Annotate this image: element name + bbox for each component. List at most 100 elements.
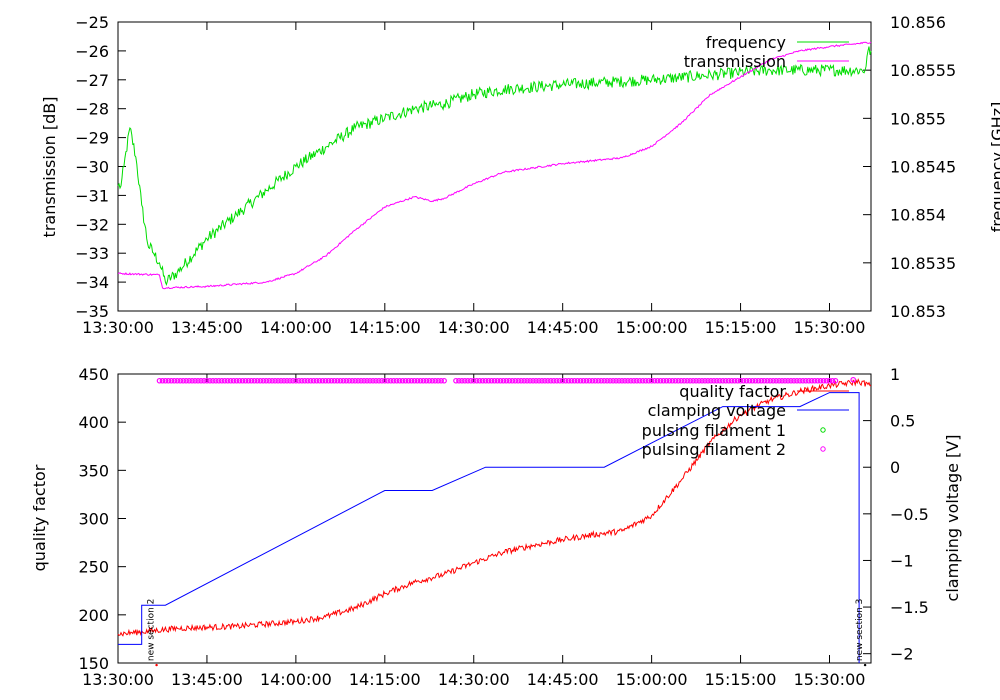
point-pulsing-filament-2 <box>592 377 599 384</box>
y2-tick-label: 10.853 <box>890 302 946 321</box>
annotation-label: new section 2 <box>147 599 157 661</box>
point-pulsing-filament-2 <box>737 377 744 384</box>
point-pulsing-filament-2 <box>711 377 717 384</box>
point-pulsing-filament-2 <box>402 377 409 384</box>
point-pulsing-filament-2 <box>610 377 616 384</box>
point-pulsing-filament-2 <box>675 377 682 384</box>
top-x-ticks: 13:30:00 13:45:00 14:00:00 14:15:00 14:30:00… <box>82 22 865 337</box>
annotation-marker <box>155 663 158 667</box>
y2-tick-label: 0 <box>890 458 900 477</box>
series-line-frequency <box>117 46 872 286</box>
y-tick-label: −28 <box>75 100 109 119</box>
point-pulsing-filament-2 <box>518 377 524 384</box>
series-line-clamping-voltage <box>118 392 860 663</box>
point-pulsing-filament-2 <box>539 377 545 384</box>
x-tick-label: 14:45:00 <box>527 670 599 689</box>
bottom-series <box>117 376 871 663</box>
point-pulsing-filament-2 <box>435 377 441 384</box>
point-pulsing-filament-2 <box>352 377 358 384</box>
point-pulsing-filament-2 <box>387 377 394 384</box>
y-tick-label: −29 <box>75 129 109 148</box>
point-pulsing-filament-2 <box>358 377 364 384</box>
point-pulsing-filament-2 <box>595 377 602 384</box>
bottom-y-ticks: 450 400 350 300 250 200 150 <box>78 365 126 673</box>
point-pulsing-filament-2 <box>823 377 830 384</box>
x-tick-label: 15:00:00 <box>616 318 688 337</box>
point-pulsing-filament-2 <box>509 377 516 384</box>
point-pulsing-filament-2 <box>687 377 693 384</box>
x-tick-label: 13:30:00 <box>82 670 154 689</box>
y2-tick-label: 10.8545 <box>890 158 956 177</box>
y-tick-label: −32 <box>75 215 109 234</box>
point-pulsing-filament-2 <box>491 377 498 384</box>
point-pulsing-filament-2 <box>660 377 667 384</box>
point-pulsing-filament-2 <box>752 377 759 384</box>
y-tick-label: 450 <box>78 365 109 384</box>
legend-label-pulsing-filament-1: pulsing filament 1 <box>642 421 786 440</box>
point-pulsing-filament-2 <box>423 377 430 384</box>
point-pulsing-filament-2 <box>459 377 465 384</box>
point-pulsing-filament-2 <box>681 377 688 384</box>
point-pulsing-filament-2 <box>604 377 610 384</box>
point-pulsing-filament-2 <box>500 377 507 384</box>
point-pulsing-filament-2 <box>719 377 726 384</box>
x-tick-label: 15:30:00 <box>794 318 866 337</box>
point-pulsing-filament-2 <box>251 377 258 384</box>
point-pulsing-filament-2 <box>488 377 495 384</box>
point-pulsing-filament-2 <box>156 377 163 384</box>
x-tick-label: 13:45:00 <box>171 670 243 689</box>
point-pulsing-filament-2 <box>645 377 652 384</box>
point-pulsing-filament-2 <box>708 377 714 384</box>
point-pulsing-filament-2 <box>559 377 566 384</box>
point-pulsing-filament-2 <box>684 377 690 384</box>
point-pulsing-filament-2 <box>776 377 782 384</box>
point-pulsing-filament-2 <box>785 377 791 384</box>
point-pulsing-filament-2 <box>367 377 373 384</box>
point-pulsing-filament-2 <box>186 377 192 384</box>
point-pulsing-filament-2 <box>482 377 489 384</box>
point-pulsing-filament-2 <box>462 377 468 384</box>
top-legend: frequency transmission <box>684 33 849 71</box>
bottom-y2-ticks: 1 0.5 0 −0.5 −1 −1.5 −2 <box>863 365 929 664</box>
x-tick-label: 14:00:00 <box>260 318 332 337</box>
point-pulsing-filament-2 <box>233 377 240 384</box>
point-pulsing-filament-2 <box>364 377 370 384</box>
point-pulsing-filament-2 <box>521 377 527 384</box>
point-pulsing-filament-2 <box>550 377 557 384</box>
bottom-x-ticks: 13:30:00 13:45:00 14:00:00 14:15:00 14:30:00… <box>82 374 865 689</box>
point-pulsing-filament-2 <box>456 377 462 384</box>
bottom-annotations: new section 2 new section 3 <box>147 599 867 667</box>
point-pulsing-filament-2 <box>725 377 732 384</box>
point-pulsing-filament-2 <box>616 377 622 384</box>
point-pulsing-filament-2 <box>396 377 403 384</box>
x-tick-label: 15:00:00 <box>616 670 688 689</box>
point-pulsing-filament-2 <box>346 377 353 384</box>
top-series <box>117 41 872 290</box>
point-pulsing-filament-2 <box>717 377 723 384</box>
point-pulsing-filament-2 <box>690 377 696 384</box>
point-pulsing-filament-2 <box>355 377 361 384</box>
point-pulsing-filament-2 <box>758 377 765 384</box>
x-tick-label: 13:30:00 <box>82 318 154 337</box>
y-tick-label: −35 <box>75 302 109 321</box>
point-pulsing-filament-2 <box>168 377 175 384</box>
x-tick-label: 14:15:00 <box>349 670 421 689</box>
point-pulsing-filament-2 <box>565 377 572 384</box>
y2-tick-label: 0.5 <box>890 412 915 431</box>
point-pulsing-filament-2 <box>556 377 563 384</box>
point-pulsing-filament-2 <box>586 377 593 384</box>
legend-marker-pulsing-filament-2 <box>820 446 826 452</box>
point-pulsing-filament-2 <box>213 377 219 384</box>
point-pulsing-filament-2 <box>636 377 643 384</box>
point-pulsing-filament-2 <box>254 377 261 384</box>
y-tick-label: −26 <box>75 42 109 61</box>
point-pulsing-filament-2 <box>749 377 756 384</box>
x-tick-label: 14:30:00 <box>438 670 510 689</box>
point-pulsing-filament-2 <box>266 377 272 384</box>
point-pulsing-filament-2 <box>746 377 753 384</box>
point-pulsing-filament-2 <box>322 377 329 384</box>
y-tick-label: −30 <box>75 158 109 177</box>
point-pulsing-filament-2 <box>349 377 356 384</box>
point-pulsing-filament-2 <box>797 377 803 384</box>
top-y2-axis-label: frequency [GHz] <box>988 102 1000 233</box>
